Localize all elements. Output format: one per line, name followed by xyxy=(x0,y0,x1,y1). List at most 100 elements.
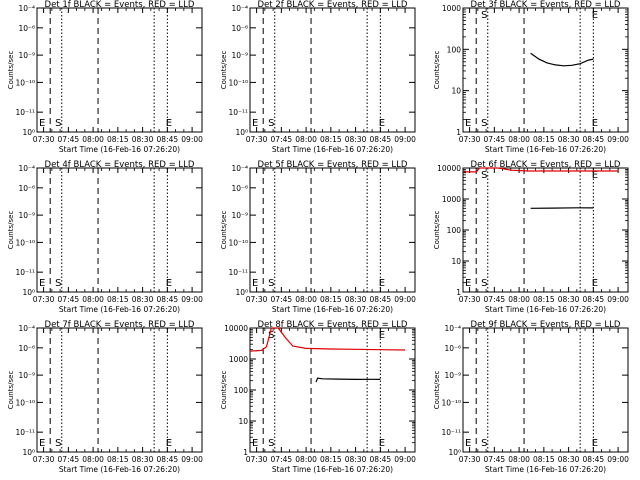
x-axis-label: Start Time (16-Feb-16 07:26:20) xyxy=(59,145,180,154)
y-tick-label: 10⁻¹¹ xyxy=(15,108,35,117)
series-line-lld xyxy=(249,327,406,352)
y-tick-label: 1000 xyxy=(229,355,248,364)
panel-title: Det 3f BLACK = Events, RED = LLD xyxy=(471,0,621,10)
x-tick-label: 08:45 xyxy=(583,135,605,144)
x-tick-label: 07:30 xyxy=(33,455,55,464)
panel-title: Det 1f BLACK = Events, RED = LLD xyxy=(45,0,195,10)
x-tick-label: 08:00 xyxy=(82,295,104,304)
x-tick-label: 08:45 xyxy=(157,135,179,144)
panel-title: Det 6f BLACK = Events, RED = LLD xyxy=(471,160,621,170)
marker-label-s: S xyxy=(481,278,487,289)
series-line-lld xyxy=(463,167,619,173)
y-tick-label: 10⁻⁴ xyxy=(444,324,461,333)
x-tick-label: 07:45 xyxy=(271,135,293,144)
x-tick-label: 08:30 xyxy=(558,455,580,464)
panel-title: Det 5f BLACK = Events, RED = LLD xyxy=(258,160,408,170)
y-tick-label: 100 xyxy=(447,226,462,235)
y-axis-label: Counts/sec xyxy=(433,211,441,250)
marker-label-e-left: E xyxy=(39,278,45,289)
y-tick-label: 10⁻¹⁰ xyxy=(441,398,461,407)
y-tick-label: 10⁻¹⁰ xyxy=(228,238,248,247)
x-tick-label: 08:15 xyxy=(107,135,129,144)
y-tick-label: 10⁰ xyxy=(22,128,35,137)
x-tick-label: 08:30 xyxy=(558,135,580,144)
y-tick-label: 10⁻⁶ xyxy=(18,184,35,193)
x-tick-label: 07:30 xyxy=(33,295,55,304)
x-tick-label: 07:30 xyxy=(459,455,481,464)
marker-label-e: E xyxy=(592,438,598,449)
x-tick-label: 08:15 xyxy=(320,135,342,144)
marker-label-top: E xyxy=(379,330,385,341)
marker-label-s: S xyxy=(55,278,61,289)
marker-label-s: S xyxy=(268,438,274,449)
x-axis-label: Start Time (16-Feb-16 07:26:20) xyxy=(485,145,606,154)
plot-frame xyxy=(36,167,203,293)
x-tick-label: 08:45 xyxy=(157,295,179,304)
marker-label-e-left: E xyxy=(252,278,258,289)
x-tick-label: 08:30 xyxy=(345,295,367,304)
x-tick-label: 09:00 xyxy=(394,455,416,464)
x-tick-label: 08:45 xyxy=(157,455,179,464)
x-tick-label: 07:30 xyxy=(246,295,268,304)
y-tick-label: 10⁻⁴ xyxy=(18,164,35,173)
x-tick-label: 08:45 xyxy=(370,455,392,464)
x-tick-label: 08:15 xyxy=(533,295,555,304)
y-axis-label: Counts/sec xyxy=(220,211,228,250)
y-axis-label: Counts/sec xyxy=(433,51,441,90)
y-axis-label: Counts/sec xyxy=(220,51,228,90)
y-tick-label: 10⁻⁶ xyxy=(18,24,35,33)
y-tick-label: 10⁻⁶ xyxy=(18,344,35,353)
y-tick-label: 10⁻⁶ xyxy=(444,344,461,353)
marker-label-e-left: E xyxy=(252,438,258,449)
x-tick-label: 07:45 xyxy=(484,135,506,144)
panel-title: Det 7f BLACK = Events, RED = LLD xyxy=(45,320,195,330)
x-tick-label: 07:45 xyxy=(484,295,506,304)
y-tick-label: 100 xyxy=(447,45,462,54)
x-axis-label: Start Time (16-Feb-16 07:26:20) xyxy=(272,465,393,474)
y-axis-label: Counts/sec xyxy=(7,51,15,90)
x-tick-label: 08:15 xyxy=(533,455,555,464)
panel-title: Det 4f BLACK = Events, RED = LLD xyxy=(45,160,195,170)
y-tick-label: 10⁻⁴ xyxy=(231,4,248,13)
x-tick-label: 08:00 xyxy=(508,455,530,464)
series-line-events xyxy=(315,377,381,383)
x-tick-label: 08:30 xyxy=(345,135,367,144)
x-tick-label: 08:45 xyxy=(583,455,605,464)
marker-label-e: E xyxy=(379,438,385,449)
y-tick-label: 10⁰ xyxy=(22,288,35,297)
y-tick-label: 10⁻⁴ xyxy=(18,324,35,333)
y-tick-label: 10⁻¹¹ xyxy=(15,428,35,437)
panel-title: Det 8f BLACK = Events, RED = LLD xyxy=(258,320,408,330)
x-tick-label: 08:15 xyxy=(107,295,129,304)
x-tick-label: 07:45 xyxy=(271,295,293,304)
x-tick-label: 08:45 xyxy=(370,295,392,304)
y-axis-label: Counts/sec xyxy=(433,371,441,410)
plot-frame xyxy=(36,7,203,133)
x-tick-label: 07:30 xyxy=(246,135,268,144)
y-tick-label: 10⁻¹¹ xyxy=(228,268,248,277)
marker-label-s: S xyxy=(55,118,61,129)
x-tick-label: 08:00 xyxy=(295,135,317,144)
x-tick-label: 08:00 xyxy=(508,295,530,304)
marker-label-e: E xyxy=(166,438,172,449)
y-tick-label: 10⁻⁹ xyxy=(18,371,35,380)
marker-label-top: E xyxy=(592,170,598,181)
y-tick-label: 10⁻⁹ xyxy=(18,51,35,60)
x-tick-label: 09:00 xyxy=(181,135,203,144)
plot-frame xyxy=(462,327,629,453)
x-axis-label: Start Time (16-Feb-16 07:26:20) xyxy=(485,305,606,314)
marker-label-e: E xyxy=(166,118,172,129)
y-tick-label: 100 xyxy=(234,386,249,395)
x-tick-label: 07:30 xyxy=(459,295,481,304)
y-tick-label: 10⁰ xyxy=(235,128,248,137)
x-tick-label: 08:30 xyxy=(132,295,154,304)
x-tick-label: 08:30 xyxy=(345,455,367,464)
y-tick-label: 10 xyxy=(451,87,461,96)
y-tick-label: 10⁻¹⁰ xyxy=(15,238,35,247)
y-tick-label: 10⁻⁶ xyxy=(231,184,248,193)
y-tick-label: 10⁰ xyxy=(235,288,248,297)
y-tick-label: 10⁻¹⁰ xyxy=(228,78,248,87)
y-axis-label: Counts/sec xyxy=(220,371,228,410)
y-tick-label: 1 xyxy=(456,288,461,297)
